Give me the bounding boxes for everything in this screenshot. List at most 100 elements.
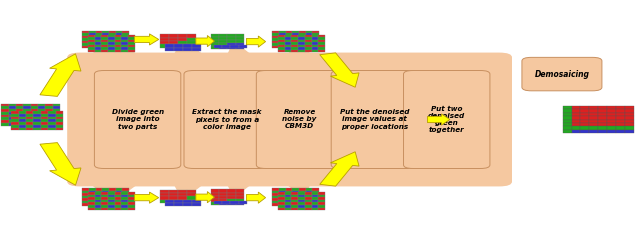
Bar (305, 40, 312, 42)
Bar (589, 109, 598, 113)
Bar (89, 38, 95, 41)
Bar (95, 195, 101, 197)
Bar (397, 108, 405, 111)
Bar (279, 31, 285, 33)
Bar (31, 120, 38, 123)
Bar (211, 193, 219, 196)
Bar (572, 123, 580, 126)
Bar (607, 123, 616, 126)
Bar (16, 117, 24, 120)
Bar (95, 43, 102, 46)
Bar (102, 36, 109, 38)
Bar (278, 200, 285, 202)
Bar (115, 202, 122, 205)
Bar (279, 201, 285, 203)
Bar (178, 196, 187, 200)
Bar (102, 38, 109, 41)
Bar (375, 108, 383, 111)
Bar (305, 200, 312, 202)
Bar (219, 202, 227, 205)
Bar (211, 37, 219, 40)
Bar (292, 203, 299, 206)
Bar (128, 42, 135, 45)
Bar (390, 111, 397, 114)
Bar (122, 42, 128, 45)
Bar (1, 123, 9, 126)
Bar (272, 31, 279, 33)
Bar (598, 109, 607, 113)
Bar (12, 128, 19, 130)
Bar (390, 114, 397, 117)
Bar (607, 113, 616, 116)
Bar (598, 106, 607, 109)
Bar (616, 123, 625, 126)
Bar (128, 47, 135, 50)
Bar (616, 106, 625, 109)
Bar (563, 123, 572, 126)
Bar (122, 201, 129, 203)
Bar (101, 42, 108, 45)
Bar (169, 200, 178, 203)
Bar (88, 45, 95, 47)
Bar (272, 193, 279, 196)
Bar (428, 108, 436, 111)
Bar (318, 42, 325, 45)
Bar (19, 111, 26, 114)
Bar (239, 45, 247, 48)
Bar (291, 192, 298, 195)
Bar (292, 36, 299, 38)
Bar (285, 197, 291, 200)
Bar (38, 120, 45, 123)
Bar (421, 108, 429, 111)
Bar (390, 105, 398, 108)
Bar (428, 114, 436, 117)
Bar (572, 106, 580, 109)
Bar (53, 112, 60, 115)
Bar (272, 41, 279, 43)
Bar (298, 50, 305, 52)
Bar (82, 203, 89, 206)
Bar (397, 128, 405, 131)
Bar (572, 113, 580, 116)
Bar (38, 107, 45, 109)
Bar (82, 193, 89, 196)
Bar (272, 203, 279, 206)
Bar (128, 50, 135, 52)
Polygon shape (221, 171, 266, 198)
FancyBboxPatch shape (67, 53, 512, 186)
Bar (382, 125, 390, 128)
Bar (122, 37, 128, 40)
FancyBboxPatch shape (256, 71, 343, 168)
Bar (95, 36, 102, 38)
Bar (24, 104, 31, 107)
Bar (108, 200, 115, 202)
Bar (230, 201, 239, 204)
Bar (291, 35, 298, 37)
Bar (406, 111, 413, 114)
Polygon shape (406, 143, 485, 174)
Bar (306, 193, 312, 196)
Bar (122, 205, 128, 207)
Bar (563, 120, 572, 123)
Bar (45, 104, 53, 107)
Bar (48, 111, 56, 114)
Bar (89, 46, 95, 48)
Bar (102, 46, 109, 48)
Bar (95, 200, 101, 202)
Bar (187, 200, 196, 203)
Bar (56, 119, 63, 122)
Bar (580, 130, 589, 133)
Bar (312, 46, 319, 48)
Bar (312, 37, 318, 40)
Bar (31, 112, 38, 115)
Bar (285, 47, 291, 50)
Bar (291, 37, 298, 40)
Bar (374, 111, 382, 114)
Bar (41, 111, 48, 114)
Bar (312, 207, 318, 210)
Bar (383, 111, 390, 114)
Text: Remove
noise by
CBM3D: Remove noise by CBM3D (282, 109, 317, 130)
Bar (299, 46, 306, 48)
Bar (382, 108, 390, 111)
Bar (109, 193, 116, 196)
